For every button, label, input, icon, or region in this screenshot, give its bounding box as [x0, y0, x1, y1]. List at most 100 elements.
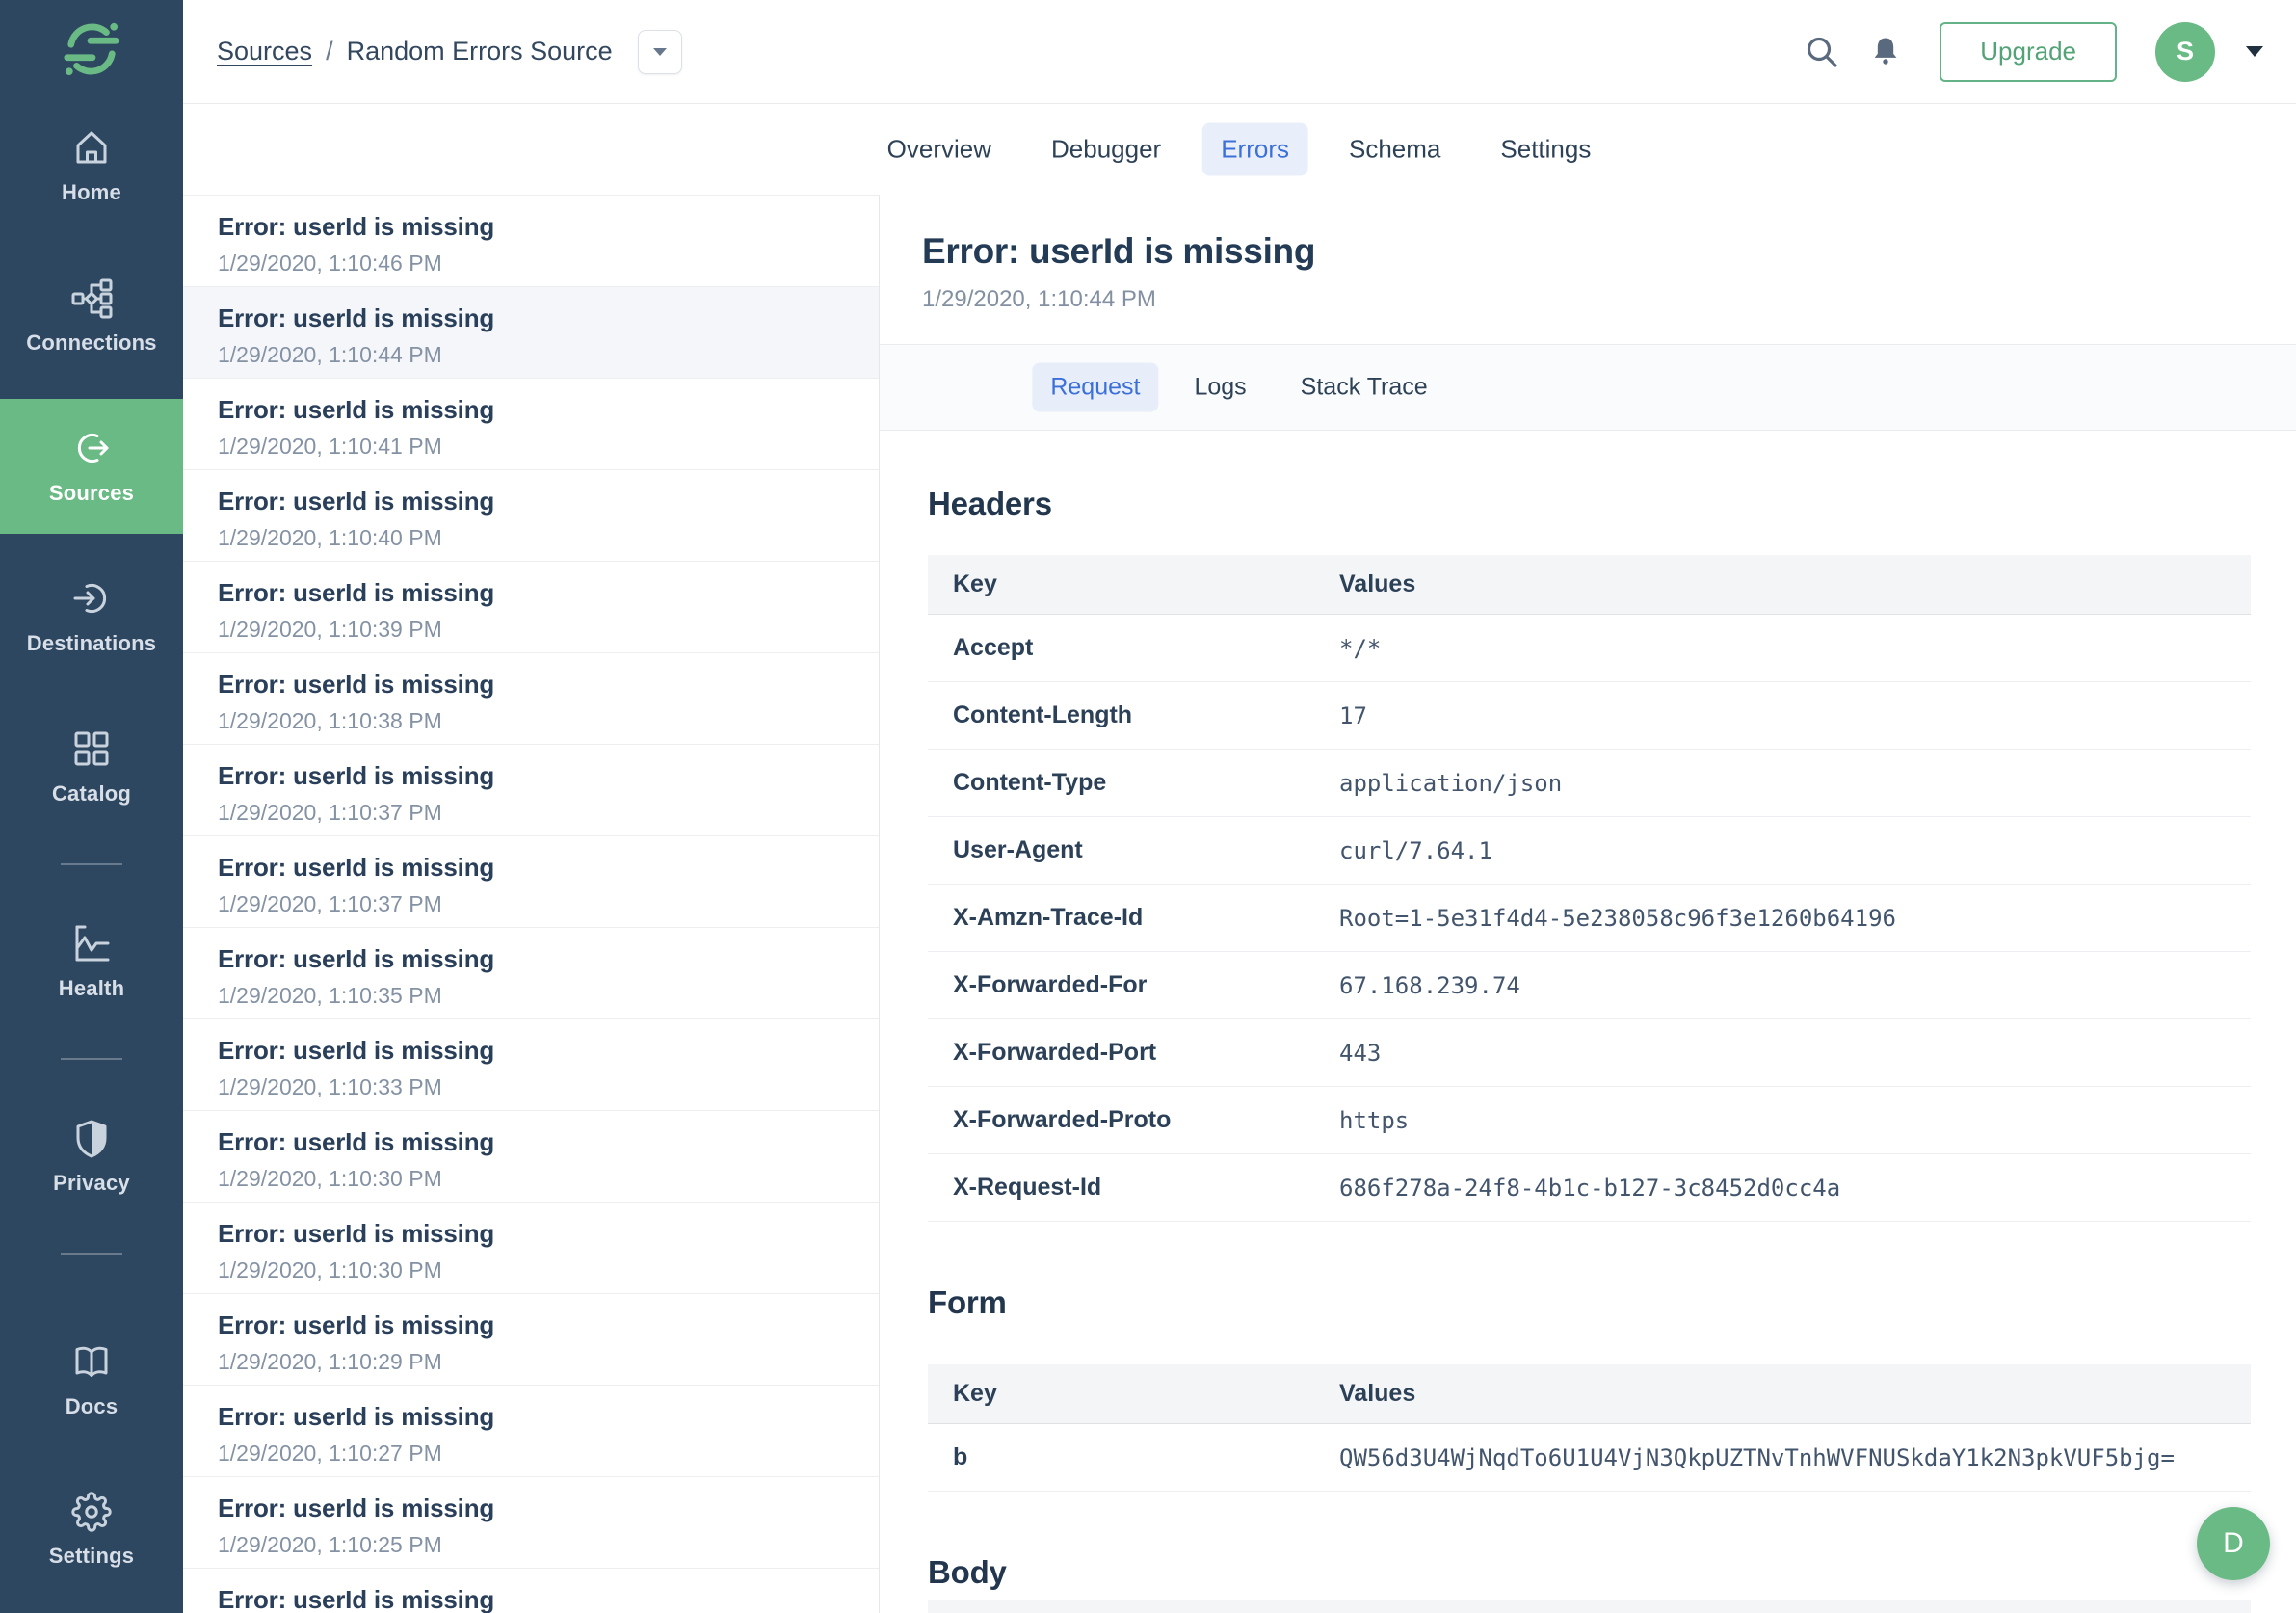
error-item-title: Error: userId is missing [218, 853, 495, 882]
error-item-title: Error: userId is missing [218, 670, 495, 699]
error-item-timestamp: 1/29/2020, 1:10:35 PM [218, 983, 442, 1008]
sidebar-item-catalog[interactable]: Catalog [0, 700, 183, 834]
error-item-title: Error: userId is missing [218, 1036, 495, 1065]
home-icon [76, 131, 107, 164]
chat-widget-button[interactable]: D [2197, 1507, 2270, 1580]
column-header-key: Key [953, 570, 997, 597]
table-cell-value: 67.168.239.74 [1339, 971, 1520, 999]
sidebar-item-settings[interactable]: Settings [0, 1463, 183, 1598]
error-item-title: Error: userId is missing [218, 944, 495, 973]
detail-subtabs: Request Logs Stack Trace [1032, 362, 1446, 412]
tab-overview[interactable]: Overview [868, 123, 1011, 176]
error-list-item[interactable]: Error: userId is missing 1/29/2020, 1:10:… [183, 562, 879, 653]
tab-errors[interactable]: Errors [1201, 122, 1308, 176]
error-item-title: Error: userId is missing [218, 1494, 495, 1522]
table-cell-key: X-Forwarded-Proto [953, 1106, 1172, 1133]
tab-schema[interactable]: Schema [1330, 123, 1460, 176]
table-cell-value: */* [1339, 634, 1382, 662]
error-list-item[interactable]: Error: userId is missing 1/29/2020, 1:10:… [183, 836, 879, 928]
error-item-title: Error: userId is missing [218, 487, 495, 516]
sidebar-item-docs[interactable]: Docs [0, 1312, 183, 1447]
main-column: Sources / Random Errors Source [183, 0, 2296, 1613]
sidebar-item-health[interactable]: Health [0, 894, 183, 1029]
table-row: X-Request-Id 686f278a-24f8-4b1c-b127-3c84… [928, 1154, 2251, 1222]
privacy-icon [76, 1120, 107, 1158]
error-item-title: Error: userId is missing [218, 1585, 495, 1613]
error-item-title: Error: userId is missing [218, 1219, 495, 1248]
breadcrumb-sources-link[interactable]: Sources [217, 37, 313, 66]
error-list-item[interactable]: Error: userId is missing 1/29/2020, 1:10:… [183, 1386, 879, 1477]
table-row: X-Forwarded-Port 443 [928, 1019, 2251, 1087]
sidebar-item-label: Catalog [51, 781, 132, 806]
subtab-logs[interactable]: Logs [1175, 363, 1264, 412]
user-menu-caret-icon[interactable] [2246, 46, 2263, 57]
sidebar-item-label: Privacy [53, 1171, 130, 1195]
error-list-item[interactable]: Error: userId is missing 1/29/2020, 1:10:… [183, 653, 879, 745]
settings-icon [71, 1492, 112, 1532]
table-cell-key: Content-Length [953, 701, 1133, 728]
table-row: X-Forwarded-Proto https [928, 1087, 2251, 1154]
request-section-body: Body [928, 1553, 2251, 1613]
search-button[interactable] [1803, 33, 1841, 71]
table-header-row: Key Values [928, 1364, 2251, 1424]
error-list-item[interactable]: Error: userId is missing 1/29/2020, 1:10:… [183, 928, 879, 1019]
topbar-actions: Upgrade S [1803, 21, 2263, 82]
sidebar-item-label: Sources [48, 481, 135, 505]
segment-logo[interactable] [64, 0, 119, 98]
table-cell-value: curl/7.64.1 [1339, 836, 1492, 864]
topbar: Sources / Random Errors Source [183, 0, 2296, 104]
error-list-item[interactable]: Error: userId is missing 1/29/2020, 1:10:… [183, 196, 879, 287]
error-item-timestamp: 1/29/2020, 1:10:40 PM [218, 525, 442, 550]
error-list-item[interactable]: Error: userId is missing 1/29/2020, 1:10:… [183, 745, 879, 836]
error-item-timestamp: 1/29/2020, 1:10:41 PM [218, 434, 442, 459]
table-cell-value: Root=1-5e31f4d4-5e238058c96f3e1260b64196 [1339, 904, 1896, 932]
table-cell-key: Accept [953, 634, 1034, 661]
table-cell-value: QW56d3U4WjNqdTo6U1U4VjN3QkpUZTNvTnhWVFNU… [1339, 1443, 2175, 1471]
section-heading: Headers [928, 486, 1052, 521]
table-cell-value: 443 [1339, 1039, 1382, 1067]
table-cell-value: 686f278a-24f8-4b1c-b127-3c8452d0cc4a [1339, 1174, 1841, 1202]
error-item-timestamp: 1/29/2020, 1:10:30 PM [218, 1257, 442, 1282]
health-icon [75, 925, 110, 962]
error-list-item[interactable]: Error: userId is missing 1/29/2020, 1:10:… [183, 1111, 879, 1203]
error-list-item[interactable]: Error: userId is missing 1/29/2020, 1:10:… [183, 1019, 879, 1111]
error-item-timestamp: 1/29/2020, 1:10:37 PM [218, 891, 442, 916]
error-item-title: Error: userId is missing [218, 304, 495, 332]
error-list-item[interactable]: Error: userId is missing 1/29/2020, 1:10:… [183, 287, 879, 379]
tab-settings[interactable]: Settings [1481, 123, 1610, 176]
subtab-request[interactable]: Request [1032, 362, 1159, 412]
table-cell-key: X-Request-Id [953, 1174, 1102, 1201]
sidebar-item-sources[interactable]: Sources [0, 399, 183, 534]
subtab-stack-trace[interactable]: Stack Trace [1282, 363, 1446, 412]
error-item-timestamp: 1/29/2020, 1:10:33 PM [218, 1074, 442, 1099]
sources-icon [77, 434, 109, 463]
error-list-item[interactable]: Error: userId is missing 1/29/2020, 1:10:… [183, 1477, 879, 1569]
table-cell-value: application/json [1339, 769, 1563, 797]
sidebar-item-label: Connections [26, 331, 157, 355]
error-item-title: Error: userId is missing [218, 578, 495, 607]
search-icon [1808, 37, 1837, 67]
error-detail-header: Error: userId is missing 1/29/2020, 1:10… [880, 195, 2296, 314]
error-list-item[interactable]: Error: userId is missing 1/29/2020, 1:10:… [183, 1203, 879, 1294]
table-header-row-partial [928, 1600, 2251, 1613]
table-row: User-Agent curl/7.64.1 [928, 817, 2251, 885]
table-cell-value: https [1339, 1106, 1410, 1134]
sidebar-item-connections[interactable]: Connections [0, 249, 183, 383]
error-list-item[interactable]: Error: userId is missing 1/29/2020, 1:10:… [183, 470, 879, 562]
table-cell-key: X-Amzn-Trace-Id [953, 904, 1144, 931]
avatar[interactable]: S [2155, 21, 2215, 82]
error-list-item[interactable]: Error: userId is missing [183, 1569, 879, 1613]
error-detail-timestamp: 1/29/2020, 1:10:44 PM [922, 286, 1156, 312]
table-cell-key: b [953, 1443, 968, 1470]
column-header-values: Values [1339, 570, 1416, 597]
error-detail-title: Error: userId is missing [922, 231, 1316, 271]
tab-debugger[interactable]: Debugger [1032, 123, 1180, 176]
error-list-item[interactable]: Error: userId is missing 1/29/2020, 1:10:… [183, 379, 879, 470]
upgrade-button[interactable]: Upgrade [1940, 21, 2117, 82]
source-switcher-button[interactable] [637, 29, 682, 74]
sidebar-item-home[interactable]: Home [0, 98, 183, 233]
sidebar-item-destinations[interactable]: Destinations [0, 549, 183, 684]
sidebar-item-privacy[interactable]: Privacy [0, 1089, 183, 1224]
error-list-item[interactable]: Error: userId is missing 1/29/2020, 1:10:… [183, 1294, 879, 1386]
notifications-button[interactable] [1866, 33, 1905, 71]
